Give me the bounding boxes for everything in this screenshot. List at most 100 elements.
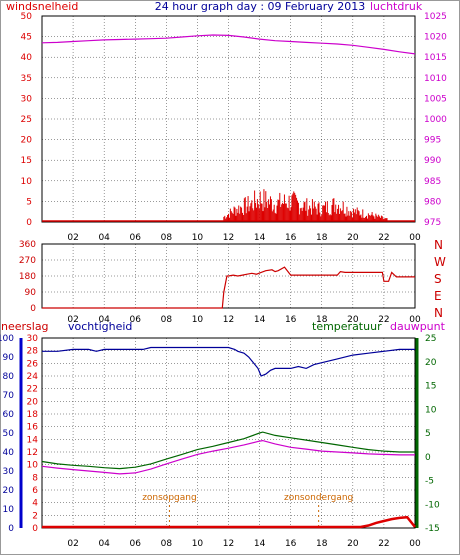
rain-tick: 4 xyxy=(32,499,38,509)
wind-direction-tick: 360 xyxy=(19,240,36,250)
temperature-tick: -5 xyxy=(425,477,434,487)
pressure-tick: 1005 xyxy=(424,94,447,104)
rain-tick: 14 xyxy=(27,435,39,445)
hour-tick-label: 02 xyxy=(67,315,78,325)
hour-tick-label: 14 xyxy=(254,233,266,243)
wind-speed-tick: 0 xyxy=(26,218,32,228)
hour-tick-label: 08 xyxy=(161,539,173,549)
rain-tick: 24 xyxy=(27,372,39,382)
pressure-tick: 1000 xyxy=(424,115,447,125)
hour-tick-label: 18 xyxy=(316,233,328,243)
wind-speed-tick: 45 xyxy=(21,33,32,43)
humidity-tick: 10 xyxy=(3,505,15,515)
humidity-tick: 0 xyxy=(8,524,14,534)
pressure-tick: 1010 xyxy=(424,74,447,84)
hour-tick-label: 08 xyxy=(161,315,173,325)
temperature-tick: 25 xyxy=(425,334,436,344)
humidity-tick-labels: 0 10 20 30 40 50 60 70 80 90 100 xyxy=(0,334,14,534)
temperature-tick: 10 xyxy=(425,405,437,415)
rain-axis-title: neerslag xyxy=(1,320,49,333)
chart-title: 24 hour graph day : 09 February 2013 xyxy=(155,0,366,13)
hour-tick-label: 12 xyxy=(223,539,234,549)
rain-tick: 18 xyxy=(27,410,39,420)
wind-speed-tick: 5 xyxy=(26,197,32,207)
pressure-axis-title: luchtdruk xyxy=(370,0,423,13)
humidity-tick: 40 xyxy=(3,448,15,458)
pressure-tick: 995 xyxy=(424,136,441,146)
wind-speed-tick: 20 xyxy=(21,136,33,146)
rain-tick: 8 xyxy=(32,473,38,483)
humidity-tick: 100 xyxy=(0,334,14,344)
hour-tick-label: 04 xyxy=(98,233,110,243)
rain-tick: 12 xyxy=(27,448,38,458)
dewpoint-line xyxy=(41,439,415,475)
hour-tick-label: 20 xyxy=(347,315,359,325)
hour-tick-label: 20 xyxy=(347,233,359,243)
pressure-tick: 990 xyxy=(424,156,441,166)
rain-tick: 16 xyxy=(27,423,39,433)
hour-tick-label: 22 xyxy=(378,539,389,549)
humidity-tick: 30 xyxy=(3,467,15,477)
rain-tick: 26 xyxy=(27,359,39,369)
temperature-tick: 15 xyxy=(425,382,436,392)
pressure-tick: 1015 xyxy=(424,53,447,63)
rain-tick: 0 xyxy=(32,524,38,534)
temperature-line xyxy=(41,431,415,470)
temperature-axis-title: temperatuur xyxy=(312,320,382,333)
rain-tick: 22 xyxy=(27,385,38,395)
hour-tick-label: 12 xyxy=(223,233,234,243)
hour-tick-label: 16 xyxy=(285,233,297,243)
rain-tick: 6 xyxy=(32,486,38,496)
sunset-label: zonsondergang xyxy=(284,493,353,503)
hour-tick-label: 14 xyxy=(254,315,266,325)
humidity-tick: 80 xyxy=(3,372,15,382)
wind-direction-line xyxy=(42,266,415,309)
compass-letter: S xyxy=(434,272,442,286)
hour-tick-label: 02 xyxy=(67,233,78,243)
hour-tick-label: 02 xyxy=(67,539,78,549)
wind-speed-tick-labels: 0 5 10 15 20 25 30 35 40 45 50 xyxy=(21,12,33,228)
humidity-tick: 60 xyxy=(3,410,15,420)
hour-tick-label: 10 xyxy=(192,539,204,549)
hour-tick-label: 04 xyxy=(98,315,110,325)
wind-speed-axis-title: windsnelheid xyxy=(6,0,78,13)
wind-speed-series xyxy=(42,189,415,222)
pressure-tick: 1020 xyxy=(424,33,447,43)
rain-tick: 10 xyxy=(27,461,39,471)
hour-tick-label: 12 xyxy=(223,315,234,325)
compass-letter: N xyxy=(434,238,443,252)
panel2-hour-tick-labels: 02 04 06 08 10 12 14 16 18 20 22 00 xyxy=(67,315,421,325)
hour-tick-label: 08 xyxy=(161,233,173,243)
rain-tick: 2 xyxy=(32,511,38,521)
hour-tick-label: 00 xyxy=(409,315,421,325)
temperature-tick: -15 xyxy=(425,524,440,534)
humidity-line xyxy=(42,346,415,377)
wind-direction-tick: 270 xyxy=(19,256,36,266)
pressure-tick: 1025 xyxy=(424,12,447,22)
compass-letter: N xyxy=(434,306,443,320)
pressure-line xyxy=(41,34,416,55)
hour-tick-label: 18 xyxy=(316,539,328,549)
wind-speed-tick: 35 xyxy=(21,74,32,84)
temperature-tick: 0 xyxy=(425,453,431,463)
temperature-tick-labels: -15 -10 -5 0 5 10 15 20 25 xyxy=(425,334,440,534)
hour-tick-label: 14 xyxy=(254,539,266,549)
dewpoint-axis-title: dauwpunt xyxy=(390,320,446,333)
wind-speed-tick: 30 xyxy=(21,94,33,104)
wind-speed-tick: 40 xyxy=(21,53,33,63)
wind-speed-tick: 15 xyxy=(21,156,32,166)
wind-direction-tick: 180 xyxy=(19,272,36,282)
compass-letter: W xyxy=(434,255,446,269)
wind-direction-tick: 90 xyxy=(25,288,37,298)
humidity-tick: 90 xyxy=(3,353,15,363)
wind-speed-tick: 25 xyxy=(21,115,32,125)
humidity-tick: 50 xyxy=(3,429,15,439)
rain-tick: 30 xyxy=(27,334,39,344)
pressure-tick: 975 xyxy=(424,218,441,228)
rain-tick: 28 xyxy=(27,347,39,357)
hour-tick-label: 10 xyxy=(192,315,204,325)
